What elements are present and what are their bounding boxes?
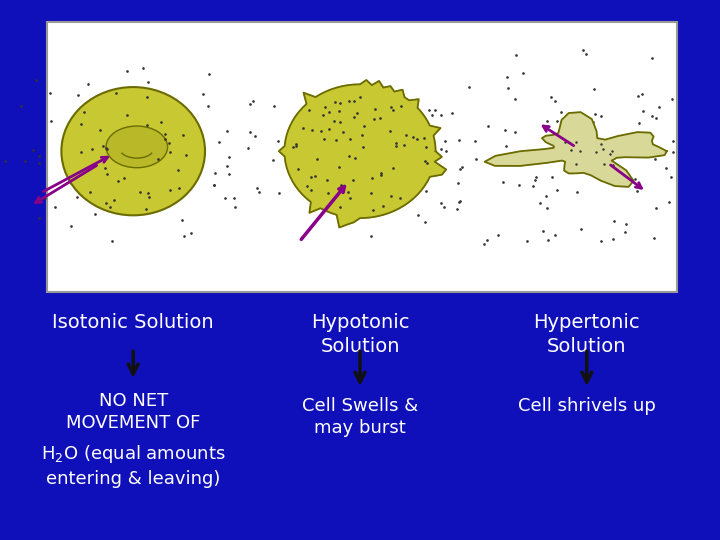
Text: entering & leaving): entering & leaving) [46, 470, 220, 488]
Text: Hypertonic
Solution: Hypertonic Solution [534, 313, 640, 356]
Text: Isotonic Solution: Isotonic Solution [53, 313, 214, 332]
FancyBboxPatch shape [47, 22, 677, 292]
Ellipse shape [106, 126, 168, 168]
Ellipse shape [61, 87, 205, 215]
Text: Cell shrivels up: Cell shrivels up [518, 397, 656, 415]
Polygon shape [485, 112, 667, 187]
Polygon shape [279, 80, 446, 227]
Text: Cell Swells &
may burst: Cell Swells & may burst [302, 397, 418, 437]
Text: Hypotonic
Solution: Hypotonic Solution [311, 313, 409, 356]
Text: NO NET
MOVEMENT OF: NO NET MOVEMENT OF [66, 392, 200, 431]
Text: H$_2$O (equal amounts: H$_2$O (equal amounts [41, 443, 225, 465]
